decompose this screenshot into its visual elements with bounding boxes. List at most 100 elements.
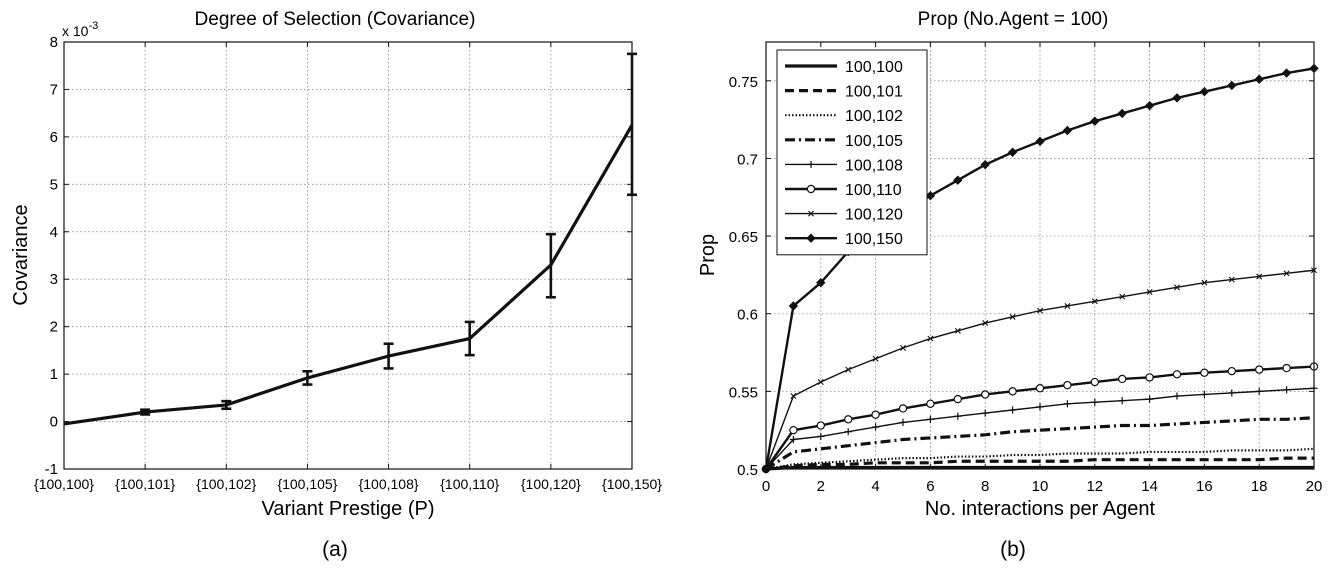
marker-circle: [898, 404, 908, 413]
marker-circle: [1117, 374, 1127, 384]
marker-x: [1146, 289, 1153, 295]
marker-diamond: [1117, 108, 1127, 119]
x-tick-label: 2: [817, 478, 825, 495]
chart-a-x-axis-label: Variant Prestige (P): [261, 498, 434, 520]
marker-x: [1009, 313, 1016, 320]
marker-diamond: [816, 277, 826, 288]
marker-x: [1091, 298, 1098, 305]
x-tick-label: {100,105}: [277, 476, 337, 492]
series-line: [765, 465, 1314, 471]
marker-diamond: [1062, 125, 1073, 136]
chart-b-title: Prop (No.Agent = 100): [918, 9, 1109, 30]
x-tick-label: 10: [1032, 478, 1049, 495]
x-tick-label: {100,100}: [34, 476, 94, 492]
marker-x: [1228, 276, 1235, 283]
y-tick-label: 0.5: [737, 462, 758, 479]
series-line: [765, 447, 1315, 471]
marker-circle: [953, 394, 963, 404]
marker-circle: [844, 415, 853, 424]
marker-diamond: [980, 159, 990, 170]
x-tick-label: 12: [1086, 478, 1103, 495]
chart-a: Degree of Selection (Covariance) x 10-3 …: [10, 9, 662, 561]
x-tick-label: 16: [1196, 478, 1213, 495]
chart-b-y-axis-label: Prop: [697, 234, 719, 276]
legend-label: 100,102: [845, 108, 903, 125]
marker-x: [808, 210, 814, 217]
legend-label: 100,110: [845, 182, 902, 199]
x-tick-label: 18: [1251, 478, 1268, 495]
marker-diamond: [953, 175, 963, 185]
marker-diamond: [1281, 68, 1292, 78]
marker-x: [872, 355, 879, 362]
legend-label: 100,101: [845, 84, 903, 101]
x-tick-label: {100,120}: [521, 476, 581, 492]
marker-diamond: [1172, 93, 1182, 103]
y-tick-label: 5: [50, 176, 58, 193]
series-line: [765, 416, 1315, 471]
x-tick-label: 4: [871, 478, 879, 495]
legend-label: 100,100: [845, 59, 903, 76]
marker-x: [1174, 284, 1180, 291]
marker-x: [1064, 302, 1071, 309]
chart-b-x-axis-label: No. interactions per Agent: [925, 498, 1156, 520]
chart-b-plot-frame: [765, 41, 1315, 470]
marker-circle: [1227, 366, 1237, 376]
y-tick-label: 2: [50, 319, 58, 336]
x-tick-label: 20: [1306, 478, 1323, 495]
marker-x: [1256, 273, 1263, 280]
chart-a-data: [63, 52, 637, 426]
x-tick-label: {100,101}: [115, 476, 175, 492]
marker-diamond: [788, 301, 799, 311]
marker-circle: [1172, 370, 1182, 379]
x-tick-label: 6: [926, 478, 934, 495]
legend-box: [776, 49, 928, 256]
marker-x: [900, 344, 906, 351]
series-line: [765, 456, 1314, 471]
marker-circle: [981, 390, 990, 399]
y-tick-label: 8: [50, 34, 58, 51]
marker-diamond: [1227, 80, 1237, 91]
marker-diamond: [925, 191, 936, 201]
marker-circle: [1090, 377, 1100, 387]
marker-diamond: [806, 233, 816, 243]
marker-diamond: [1007, 147, 1018, 157]
chart-b-y-ticks: 0.5 0.55 0.6 0.65 0.7 0.75: [729, 74, 1314, 479]
marker-x: [954, 327, 961, 334]
marker-x: [1283, 270, 1290, 277]
marker-circle: [1035, 384, 1045, 393]
legend-label: 100,120: [845, 207, 903, 224]
x-tick-label: {100,108}: [359, 476, 419, 492]
chart-a-y-ticks: -1 0 1 2 3 4 5 6 7 8: [45, 34, 632, 478]
chart-a-plot-frame: [63, 41, 633, 470]
marker-diamond: [1035, 136, 1045, 147]
chart-a-y-axis-label: Covariance: [10, 204, 32, 305]
chart-a-x-ticks: {100,100} {100,101} {100,102} {100,105} {100…: [34, 42, 662, 492]
y-tick-label: 7: [50, 81, 58, 98]
chart-a-caption: (a): [322, 538, 348, 561]
chart-b-data: [761, 63, 1319, 474]
y-tick-label: 3: [50, 271, 58, 288]
marker-x: [927, 335, 934, 342]
marker-circle: [1254, 365, 1264, 374]
marker-circle: [1145, 373, 1154, 382]
marker-circle: [1063, 380, 1072, 390]
marker-circle: [1008, 387, 1017, 396]
marker-x: [1201, 279, 1208, 286]
marker-diamond: [1254, 74, 1264, 84]
marker-diamond: [1199, 86, 1210, 97]
marker-circle: [871, 410, 880, 419]
marker-diamond: [1144, 100, 1155, 111]
x-tick-label: 0: [762, 478, 770, 495]
y-tick-label: 0.7: [737, 151, 758, 168]
y-tick-label: 4: [50, 224, 58, 241]
y-tick-label: 0.55: [729, 384, 758, 401]
y-tick-label: 0: [50, 414, 58, 431]
marker-x: [1119, 293, 1126, 300]
y-tick-label: 0.75: [729, 74, 758, 91]
marker-x: [817, 379, 824, 386]
chart-a-title: Degree of Selection (Covariance): [195, 9, 476, 30]
marker-x: [1037, 307, 1043, 314]
chart-b: Prop (No.Agent = 100) 0.50.550.60.650.70…: [697, 9, 1322, 561]
chart-a-grid: [64, 42, 632, 469]
